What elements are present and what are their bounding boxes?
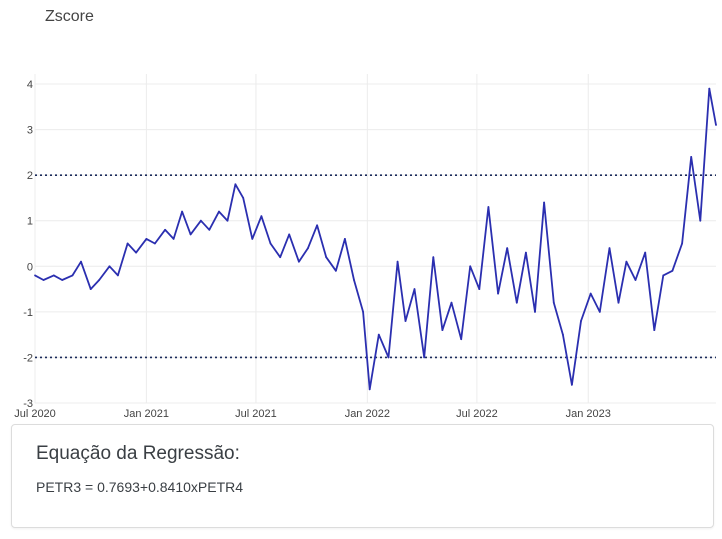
- data-point: [460, 338, 463, 341]
- zscore-chart: 4 3 2 1 0 -1 -2 -3 Jul 2020 Jan 2021 Jul 2021 Jan …: [14, 74, 717, 420]
- data-point: [671, 269, 674, 272]
- data-point: [690, 156, 693, 158]
- y-tick-label: 3: [27, 125, 33, 137]
- data-point: [98, 279, 101, 281]
- data-point: [543, 201, 545, 204]
- data-point: [608, 247, 611, 250]
- data-point: [625, 260, 628, 263]
- data-point: [497, 292, 499, 295]
- data-point: [42, 279, 45, 281]
- data-point: [226, 219, 229, 222]
- data-point: [515, 301, 518, 304]
- data-point: [260, 215, 263, 218]
- y-tick-label: 1: [27, 216, 33, 228]
- data-point: [368, 388, 371, 391]
- data-point: [644, 251, 647, 254]
- x-tick-label: Jul 2021: [235, 408, 277, 420]
- regression-formula: PETR3 = 0.7693+0.8410xPETR4: [36, 479, 244, 495]
- data-point: [450, 301, 453, 304]
- data-point: [404, 320, 407, 322]
- data-point: [634, 279, 637, 281]
- data-point: [377, 333, 380, 336]
- x-axis: Jul 2020 Jan 2021 Jul 2021 Jan 2022 Jul 2022…: [14, 408, 611, 420]
- y-tick-label: -1: [23, 307, 33, 319]
- data-point: [413, 288, 416, 290]
- data-point: [288, 233, 291, 236]
- data-point: [218, 210, 220, 213]
- y-tick-label: 2: [27, 170, 33, 182]
- data-point: [316, 224, 318, 227]
- data-point: [181, 210, 184, 213]
- data-point: [344, 238, 346, 240]
- y-axis: 4 3 2 1 0 -1 -2 -3: [23, 79, 33, 410]
- data-point: [534, 311, 536, 313]
- data-point: [653, 329, 656, 331]
- data-point: [164, 228, 167, 231]
- data-point: [325, 256, 328, 259]
- data-point: [34, 274, 36, 277]
- regression-card: Equação da Regressão: PETR3 = 0.7693+0.8…: [11, 424, 714, 528]
- x-tick-label: Jan 2021: [124, 408, 169, 420]
- data-point: [353, 279, 355, 281]
- data-point: [396, 260, 399, 263]
- data-point: [234, 183, 237, 186]
- y-tick-label: -2: [23, 352, 33, 364]
- data-point: [242, 197, 245, 199]
- chart-title: Zscore: [45, 8, 94, 25]
- data-point: [423, 356, 426, 359]
- data-point: [269, 242, 272, 245]
- data-point: [362, 311, 364, 313]
- data-point: [200, 219, 202, 222]
- x-tick-label: Jan 2022: [345, 408, 390, 420]
- data-point: [708, 87, 711, 90]
- data-point: [145, 238, 148, 240]
- data-point: [80, 260, 82, 263]
- data-point: [208, 228, 211, 231]
- data-point: [617, 301, 620, 304]
- data-point: [172, 238, 175, 240]
- data-point: [298, 260, 300, 263]
- data-point: [580, 320, 582, 322]
- y-tick-label: 0: [27, 261, 33, 273]
- data-point: [89, 288, 92, 290]
- data-point: [52, 274, 55, 277]
- data-point: [71, 274, 74, 277]
- data-point: [478, 288, 481, 290]
- data-point: [699, 219, 702, 222]
- x-tick-label: Jul 2020: [14, 408, 56, 420]
- data-point: [108, 265, 111, 268]
- data-point: [487, 206, 490, 208]
- data-point: [387, 356, 390, 359]
- data-point: [279, 256, 282, 259]
- data-point: [335, 269, 337, 272]
- data-point: [61, 279, 64, 281]
- series-layer: [34, 87, 717, 391]
- data-point: [552, 301, 555, 304]
- data-point: [562, 333, 564, 336]
- data-point: [189, 233, 192, 236]
- data-point: [589, 292, 592, 295]
- y-tick-label: -3: [23, 398, 33, 410]
- regression-title: Equação da Regressão:: [36, 443, 240, 464]
- data-point: [598, 311, 601, 313]
- data-point: [117, 274, 119, 277]
- data-point: [126, 242, 129, 245]
- data-point: [154, 242, 156, 245]
- data-point: [506, 247, 509, 250]
- zscore-line: [34, 87, 717, 391]
- x-tick-label: Jan 2023: [566, 408, 611, 420]
- data-point: [525, 251, 527, 254]
- x-tick-label: Jul 2022: [456, 408, 498, 420]
- data-point: [469, 265, 472, 268]
- data-point: [662, 274, 665, 277]
- data-point: [432, 256, 435, 259]
- y-tick-label: 4: [27, 79, 33, 91]
- data-point: [715, 124, 717, 126]
- data-point: [441, 329, 444, 331]
- data-point: [251, 238, 254, 240]
- data-point: [571, 383, 573, 386]
- data-point: [681, 242, 683, 245]
- data-point: [307, 247, 309, 250]
- data-point: [135, 251, 138, 254]
